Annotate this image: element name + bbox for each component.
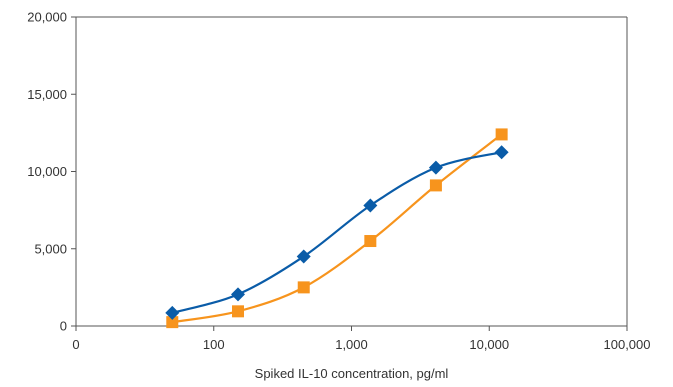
- series-1-point: [363, 198, 378, 213]
- series-1-point: [494, 145, 509, 160]
- y-tick-label: 10,000: [27, 164, 67, 179]
- x-tick-label: 10,000: [469, 337, 509, 352]
- x-axis-title: Spiked IL-10 concentration, pg/ml: [255, 366, 449, 381]
- x-tick-labels: 0 100 1,000 10,000 100,000: [72, 337, 650, 352]
- axes: [71, 16, 628, 331]
- series-1-point: [296, 249, 311, 264]
- x-tick-label: 100,000: [604, 337, 651, 352]
- series-1-point: [231, 287, 246, 302]
- series-2-point: [297, 281, 310, 294]
- series-2-point: [495, 128, 508, 141]
- y-tick-label: 0: [60, 319, 67, 334]
- y-tick-labels: 0 5,000 10,000 15,000 20,000: [27, 10, 67, 334]
- x-tick-label: 0: [72, 337, 79, 352]
- series-1-point: [428, 160, 443, 175]
- series-2-point: [429, 179, 442, 192]
- curves: [171, 133, 503, 324]
- series-2-point: [232, 305, 245, 318]
- x-tick-label: 100: [203, 337, 225, 352]
- y-tick-label: 5,000: [34, 241, 67, 256]
- series-2-point: [166, 316, 179, 329]
- series-1-point: [165, 305, 180, 320]
- series-1-line: [171, 151, 502, 314]
- series-2-point: [364, 235, 377, 248]
- y-tick-label: 20,000: [27, 10, 67, 25]
- x-tick-label: 1,000: [335, 337, 368, 352]
- y-tick-label: 15,000: [27, 87, 67, 102]
- markers: [165, 128, 509, 329]
